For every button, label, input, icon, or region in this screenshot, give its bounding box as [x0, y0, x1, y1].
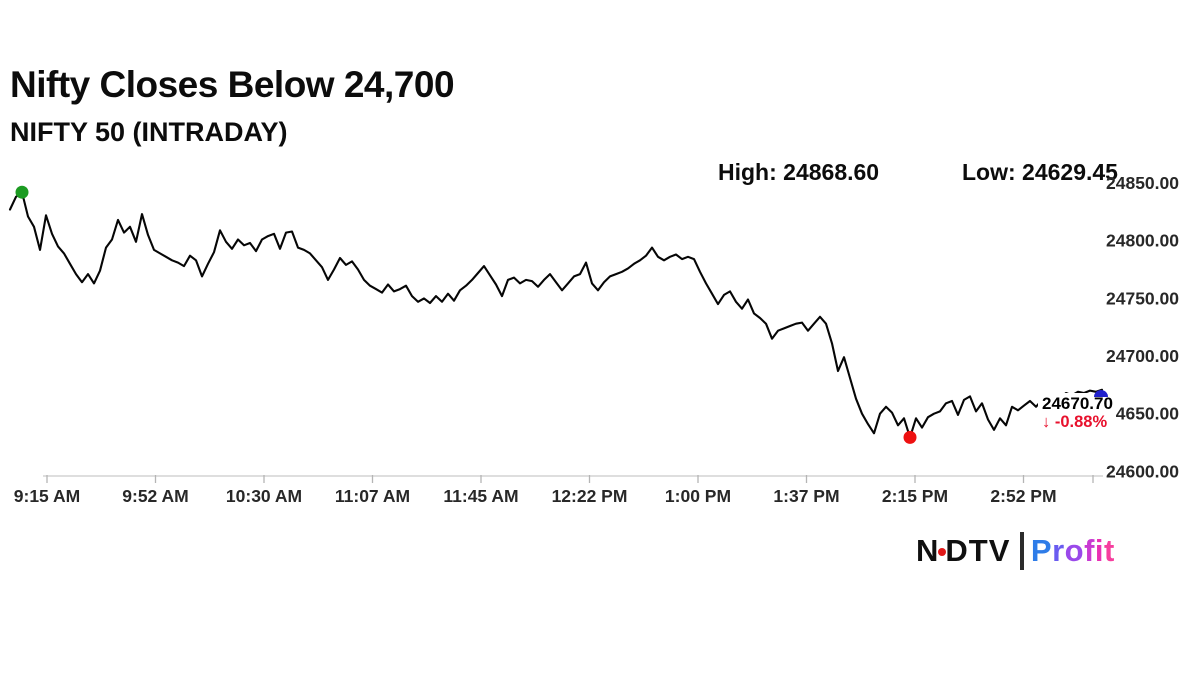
last-price-callout: 24670.70 ↓ -0.88%: [1038, 393, 1116, 434]
ndtv-red-dot-icon: [938, 548, 947, 556]
x-axis-label: 2:15 PM: [882, 486, 948, 506]
x-axis-label: 1:37 PM: [773, 486, 839, 506]
logo-divider: [1020, 532, 1024, 570]
y-axis-label: 24650.00: [1106, 404, 1179, 424]
x-axis-label: 1:00 PM: [665, 486, 731, 506]
y-axis-label: 24800.00: [1106, 231, 1179, 251]
x-axis-label: 9:15 AM: [14, 486, 80, 506]
ndtv-wordmark: N DTV: [916, 533, 1010, 569]
last-price: 24670.70: [1042, 394, 1113, 413]
last-price-dot: [1094, 390, 1108, 397]
profit-letter: r: [1052, 533, 1065, 568]
day-low-value: Low: 24629.45: [962, 159, 1118, 185]
ndtv-letters-right: DTV: [945, 533, 1011, 568]
profit-letter: P: [1030, 533, 1053, 568]
day-high-value: High: 24868.60: [718, 159, 880, 185]
x-axis-label: 12:22 PM: [552, 486, 628, 506]
profit-letter: o: [1064, 533, 1085, 568]
profit-letter: i: [1094, 533, 1105, 568]
price-line: [8, 191, 1104, 439]
profit-letter: t: [1104, 533, 1115, 568]
low-marker: [903, 430, 917, 444]
ndtv-letters-left: N: [916, 533, 940, 568]
chart-subtitle: NIFTY 50 (INTRADAY): [10, 117, 288, 147]
x-axis-label: 11:07 AM: [335, 486, 410, 506]
y-axis-label: 24700.00: [1106, 346, 1179, 366]
x-axis-label: 10:30 AM: [226, 486, 302, 506]
profit-letter: f: [1084, 533, 1095, 568]
x-axis-label: 9:52 AM: [122, 486, 188, 506]
profit-wordmark: Profit: [1031, 533, 1115, 569]
price-change: ↓ -0.88%: [1042, 413, 1108, 431]
page-title: Nifty Closes Below 24,700: [10, 64, 455, 105]
y-axis-label: 24750.00: [1106, 288, 1179, 308]
y-axis-label: 24600.00: [1106, 461, 1179, 481]
x-axis-label: 2:52 PM: [990, 486, 1056, 506]
ndtv-profit-logo: N DTV Profit: [916, 530, 1115, 572]
y-axis-label: 24850.00: [1106, 173, 1179, 193]
x-axis-label: 11:45 AM: [443, 486, 518, 506]
open-marker: [15, 185, 29, 199]
